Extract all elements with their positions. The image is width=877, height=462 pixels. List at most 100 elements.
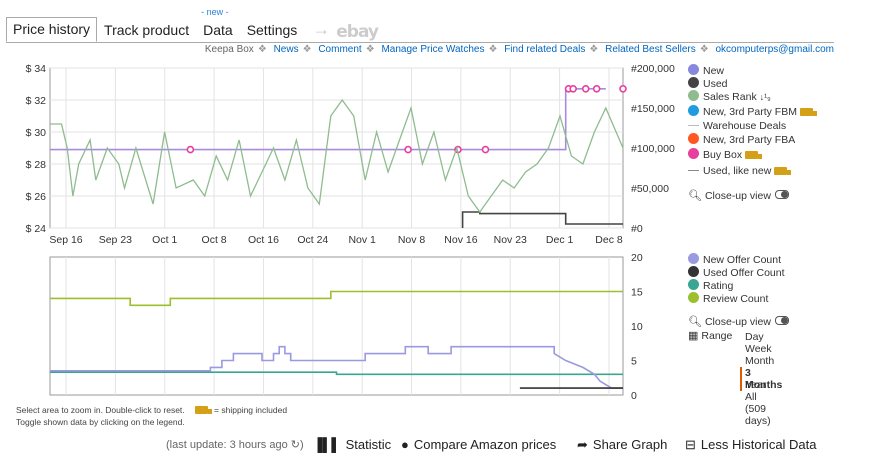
bar-chart-icon: ▐▌▌ xyxy=(313,437,341,452)
x-tick-label: Nov 16 xyxy=(444,234,477,246)
y-right-tick-label: 15 xyxy=(631,287,643,299)
tab-settings[interactable]: Settings xyxy=(246,22,298,38)
last-update-text: (last update: 3 hours ago xyxy=(166,439,288,451)
legend-item-used[interactable]: Used xyxy=(688,77,728,90)
range-label: ▦ Range xyxy=(688,330,732,343)
legend-item-review[interactable]: Review Count xyxy=(688,292,768,305)
legend-item-used-offer[interactable]: Used Offer Count xyxy=(688,266,785,279)
offer-count-chart[interactable]: 20 15 10 5 0 xyxy=(0,251,680,403)
truck-icon xyxy=(195,406,213,414)
legend-item-used-like-new[interactable]: Used, like new xyxy=(688,165,792,178)
range-day[interactable]: Day xyxy=(745,331,764,343)
separator-icon: ❖ xyxy=(699,44,709,55)
legend-label: New, 3rd Party FBA xyxy=(703,134,796,146)
buybox-marker xyxy=(186,145,195,154)
legend-item-warehouse[interactable]: Warehouse Deals xyxy=(688,120,786,133)
buybox-marker xyxy=(404,145,412,154)
range-year[interactable]: Year xyxy=(745,379,767,391)
legend-item-sales-rank[interactable]: Sales Rank ↓¹₉ xyxy=(688,90,771,103)
y-right-tick-label: 10 xyxy=(631,321,643,333)
series-review-count xyxy=(50,290,623,307)
statistic-button[interactable]: ▐▌▌ Statistic xyxy=(313,437,391,452)
y-right-tick-label: #100,000 xyxy=(631,143,675,155)
legend-item-fbm[interactable]: New, 3rd Party FBM xyxy=(688,105,817,118)
legend-item-buybox[interactable]: Buy Box xyxy=(688,148,763,161)
zoom-hint: Select area to zoom in. Double-click to … xyxy=(16,405,185,415)
plot-frame xyxy=(49,256,624,396)
range-3-months[interactable]: 3 Months xyxy=(740,367,782,391)
separator-icon: ❖ xyxy=(365,44,375,55)
magnifier-icon: 🔍︎ xyxy=(688,190,702,202)
less-historical-button[interactable]: ⊟ Less Historical Data xyxy=(685,437,817,453)
used-dot-icon xyxy=(688,77,699,88)
share-graph-button[interactable]: ➦ Share Graph xyxy=(577,437,667,453)
tab-underline xyxy=(6,42,834,43)
y-left-tick-label: $ 24 xyxy=(26,223,47,235)
range-month[interactable]: Month xyxy=(745,355,775,367)
truck-icon xyxy=(745,151,763,159)
y-right-tick-label: #50,000 xyxy=(631,183,669,195)
x-tick-label: Nov 1 xyxy=(348,234,376,246)
find-related-deals-link[interactable]: Find related Deals xyxy=(504,44,586,55)
x-tick-label: Dec 8 xyxy=(595,234,623,246)
legend-item-fba[interactable]: New, 3rd Party FBA xyxy=(688,133,795,146)
legend-label: Used xyxy=(703,78,728,90)
x-tick-label: Sep 23 xyxy=(99,234,132,246)
range-text: Range xyxy=(701,330,733,342)
tab-bar: Price history Track product - new - Data… xyxy=(6,7,379,42)
legend-label: Buy Box xyxy=(703,149,743,161)
legend-item-rating[interactable]: Rating xyxy=(688,279,733,292)
y-left-tick-label: $ 34 xyxy=(26,63,47,75)
x-tick-label: Nov 23 xyxy=(494,234,527,246)
separator-icon: ❖ xyxy=(488,44,498,55)
price-chart[interactable]: $ 34 $ 32 $ 30 $ 28 $ 26 $ 24 #200,000 #150,000… xyxy=(0,56,680,251)
toggle-icon xyxy=(774,190,789,199)
manage-price-watches-link[interactable]: Manage Price Watches xyxy=(381,44,485,55)
legend-label: New, 3rd Party FBM xyxy=(703,106,797,118)
separator-icon: ❖ xyxy=(257,44,267,55)
y-right-tick-label: 5 xyxy=(631,356,637,368)
buybox-marker xyxy=(592,84,601,93)
closeup-view-toggle[interactable]: 🔍︎ Close-up view xyxy=(688,190,789,203)
statistic-label: Statistic xyxy=(345,437,392,452)
sort-icon: ↓¹₉ xyxy=(759,92,771,102)
account-email-link[interactable]: okcomputerps@gmail.com xyxy=(715,44,834,55)
y-right-tick-label: 20 xyxy=(631,252,643,264)
y-right-tick-label: #200,000 xyxy=(631,63,675,75)
compare-prices-button[interactable]: ● Compare Amazon prices xyxy=(401,437,556,452)
tab-price-history[interactable]: Price history xyxy=(6,17,98,42)
legend-label: Used, like new xyxy=(703,165,772,177)
rating-dot-icon xyxy=(688,279,699,290)
calendar-icon: ▦ xyxy=(688,330,699,342)
closeup-label: Close-up view xyxy=(704,316,771,328)
legend-item-new-offer[interactable]: New Offer Count xyxy=(688,253,781,266)
x-tick-label: Nov 8 xyxy=(398,234,426,246)
comment-link[interactable]: Comment xyxy=(318,44,362,55)
news-link[interactable]: News xyxy=(273,44,299,55)
truck-icon xyxy=(799,108,817,116)
legend-label: Used Offer Count xyxy=(703,267,785,279)
x-tick-label: Dec 1 xyxy=(546,234,574,246)
buybox-dot-icon xyxy=(688,148,699,159)
warehouse-line-icon xyxy=(688,125,699,126)
related-best-sellers-link[interactable]: Related Best Sellers xyxy=(605,44,696,55)
last-update: (last update: 3 hours ago ↻) xyxy=(166,438,304,451)
last-update-close: ) xyxy=(299,439,304,451)
x-tick-label: Oct 16 xyxy=(248,234,279,246)
tab-data[interactable]: - new - Data xyxy=(196,7,240,42)
legend-item-new[interactable]: New xyxy=(688,64,724,77)
truck-icon xyxy=(774,167,792,175)
ebay-logo[interactable]: ebay xyxy=(336,22,379,42)
series-used xyxy=(461,211,623,228)
fba-dot-icon xyxy=(688,133,699,144)
range-all[interactable]: All (509 days) xyxy=(745,391,771,427)
globe-icon: ● xyxy=(401,437,409,452)
magnifier-icon: 🔍︎ xyxy=(688,316,702,328)
refresh-icon[interactable]: ↻ xyxy=(290,439,300,451)
range-week[interactable]: Week xyxy=(745,343,772,355)
footnote-toggle: Toggle shown data by clicking on the leg… xyxy=(16,417,185,427)
tab-track-product[interactable]: Track product xyxy=(104,22,190,38)
y-left-tick-label: $ 32 xyxy=(26,95,47,107)
new-dot-icon xyxy=(688,64,699,75)
closeup-view-toggle-2[interactable]: 🔍︎ Close-up view xyxy=(688,316,789,329)
